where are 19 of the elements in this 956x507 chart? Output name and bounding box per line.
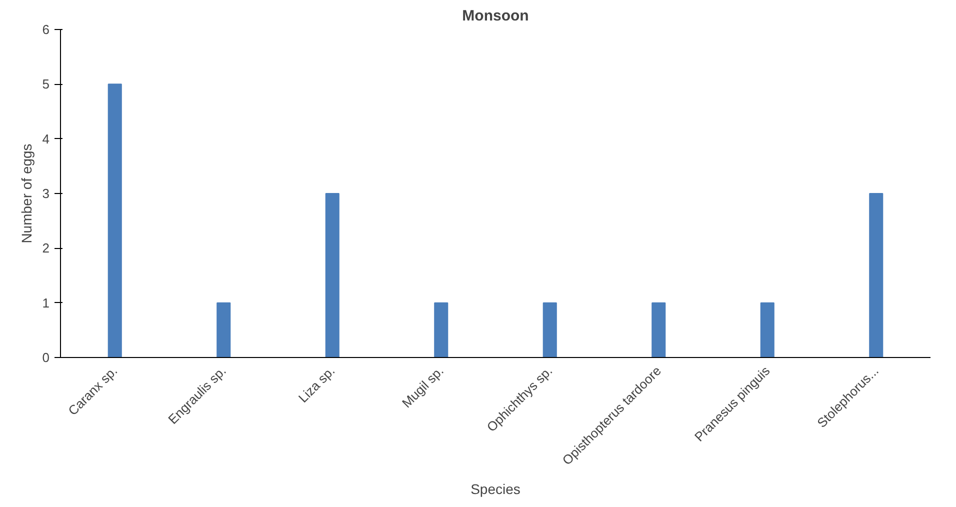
chart-title: Monsoon bbox=[462, 8, 529, 24]
bar bbox=[652, 302, 666, 358]
y-axis-title: Number of eggs bbox=[18, 144, 34, 244]
bar bbox=[760, 302, 774, 358]
y-tick-label: 1 bbox=[42, 295, 50, 310]
x-tick-label: Liza sp. bbox=[295, 363, 338, 406]
y-tick-label: 2 bbox=[42, 240, 50, 256]
y-tick-label: 6 bbox=[42, 22, 50, 37]
y-tick-label: 5 bbox=[42, 76, 50, 92]
bar bbox=[325, 193, 340, 358]
bar bbox=[216, 302, 231, 358]
bar bbox=[542, 302, 557, 358]
bar bbox=[869, 193, 884, 358]
bar bbox=[434, 302, 448, 358]
y-tick-label: 0 bbox=[42, 350, 50, 365]
x-axis-title: Species bbox=[470, 481, 520, 498]
y-tick-label: 3 bbox=[42, 186, 50, 201]
bar bbox=[108, 84, 122, 358]
y-tick-label: 4 bbox=[42, 131, 50, 146]
